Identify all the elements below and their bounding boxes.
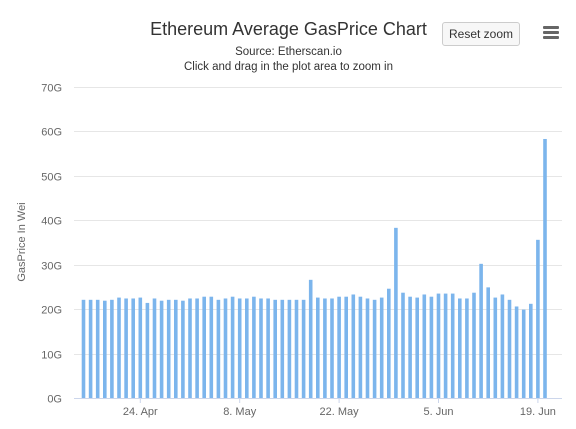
bar (166, 299, 171, 398)
y-tick-label: 70G (41, 83, 62, 95)
bar (181, 300, 185, 398)
bar (465, 298, 469, 398)
bar (365, 298, 370, 398)
x-tick-label: 22. May (320, 406, 360, 418)
bar (110, 299, 114, 398)
y-tick-label: 10G (41, 350, 62, 362)
y-tick-label: 20G (41, 305, 62, 317)
bar (266, 298, 270, 398)
bar (543, 138, 547, 399)
chart-subtitle: Source: Etherscan.io Click and drag in t… (100, 45, 477, 75)
bar (486, 287, 490, 398)
hamburger-menu-icon[interactable] (541, 24, 561, 42)
bar (387, 288, 391, 398)
bar (443, 293, 448, 398)
reset-zoom-button[interactable]: Reset zoom (442, 22, 520, 46)
bar (472, 292, 476, 398)
chart-title: Ethereum Average GasPrice Chart (150, 19, 427, 39)
bar (330, 298, 334, 398)
bar (88, 299, 93, 398)
bar (514, 306, 519, 398)
bar (351, 294, 356, 398)
bar (252, 296, 256, 398)
y-tick-label: 50G (41, 172, 62, 184)
bar (145, 302, 150, 398)
y-tick-label: 40G (41, 216, 62, 228)
y-tick-label: 60G (41, 127, 62, 139)
bar (493, 297, 498, 398)
y-tick-label: 0G (47, 394, 62, 406)
bar (536, 239, 540, 398)
bar (188, 298, 192, 398)
bar (287, 299, 292, 398)
bar (259, 298, 263, 398)
bar (358, 296, 363, 398)
bar (174, 299, 178, 398)
bar (507, 299, 512, 398)
bar (436, 293, 441, 398)
bar (195, 298, 199, 398)
bar (223, 298, 228, 398)
bar (337, 296, 341, 398)
bar (479, 263, 483, 398)
bar (202, 296, 206, 398)
bar (316, 297, 320, 398)
bar (294, 299, 299, 398)
subtitle-source: Source: Etherscan.io (235, 46, 342, 58)
bar (301, 299, 306, 398)
x-tick-label: 19. Jun (520, 406, 556, 418)
subtitle-zoom-hint: Click and drag in the plot area to zoom … (183, 61, 394, 73)
bar (379, 297, 384, 398)
bar (230, 296, 235, 398)
bar (152, 298, 157, 398)
bar (237, 298, 242, 398)
bar (323, 298, 327, 398)
x-tick-label: 8. May (223, 406, 257, 418)
bar (159, 300, 164, 398)
bar (450, 293, 455, 398)
bar (124, 298, 128, 398)
bar (138, 297, 143, 398)
bar (458, 298, 462, 398)
bar (521, 309, 526, 398)
x-tick-label: 5. Jun (424, 406, 454, 418)
bar (500, 294, 505, 398)
y-tick-label: 30G (41, 261, 62, 273)
bar (209, 296, 214, 398)
bar (95, 299, 100, 398)
bar (372, 299, 377, 398)
bar (216, 299, 221, 398)
bar (117, 297, 121, 398)
bar (344, 296, 348, 398)
bar (81, 299, 86, 398)
bar (103, 300, 107, 398)
bar (308, 279, 313, 398)
bar (429, 296, 434, 398)
bar (245, 298, 249, 398)
x-tick-label: 24. Apr (123, 406, 158, 418)
bar (529, 303, 533, 398)
bar (280, 299, 285, 398)
bar (422, 294, 427, 398)
bar (273, 299, 277, 398)
bar (394, 227, 398, 398)
bar (401, 292, 405, 398)
bar (131, 298, 135, 398)
bar (415, 297, 419, 398)
bar (408, 296, 412, 398)
